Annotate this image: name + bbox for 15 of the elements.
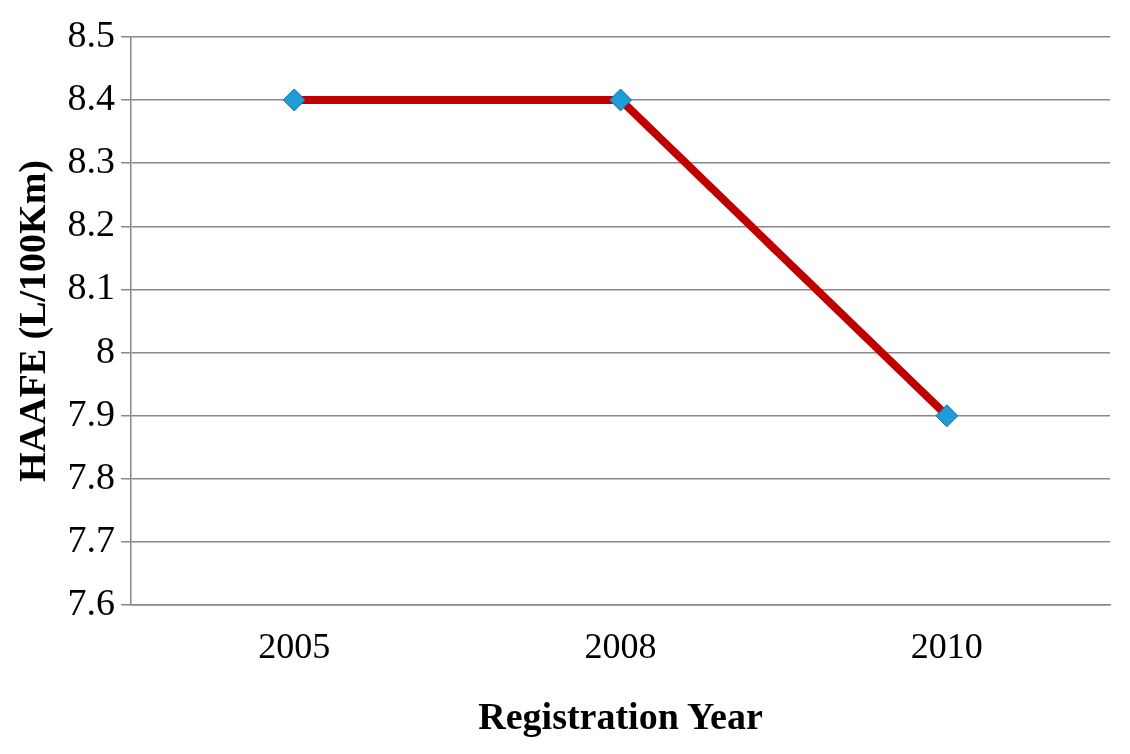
x-tick-label: 2008 — [584, 626, 657, 667]
x-tick-label: 2010 — [910, 626, 983, 667]
y-tick-label: 8.5 — [67, 12, 116, 55]
y-tick-label: 8.3 — [67, 139, 116, 182]
y-axis-title: HAAFE (L/100Km) — [10, 160, 54, 482]
y-tick-label: 7.7 — [67, 518, 116, 561]
x-axis-title: Registration Year — [478, 695, 763, 738]
y-tick-label: 8.1 — [67, 265, 116, 308]
y-tick-label: 8.2 — [67, 202, 116, 245]
y-tick-label: 7.8 — [67, 454, 116, 497]
y-tick-label: 8 — [96, 328, 116, 371]
y-tick-label: 7.6 — [67, 581, 116, 624]
y-tick-label: 7.9 — [67, 391, 116, 434]
x-tick-label: 2005 — [258, 626, 331, 667]
y-tick-label: 8.4 — [67, 75, 116, 118]
